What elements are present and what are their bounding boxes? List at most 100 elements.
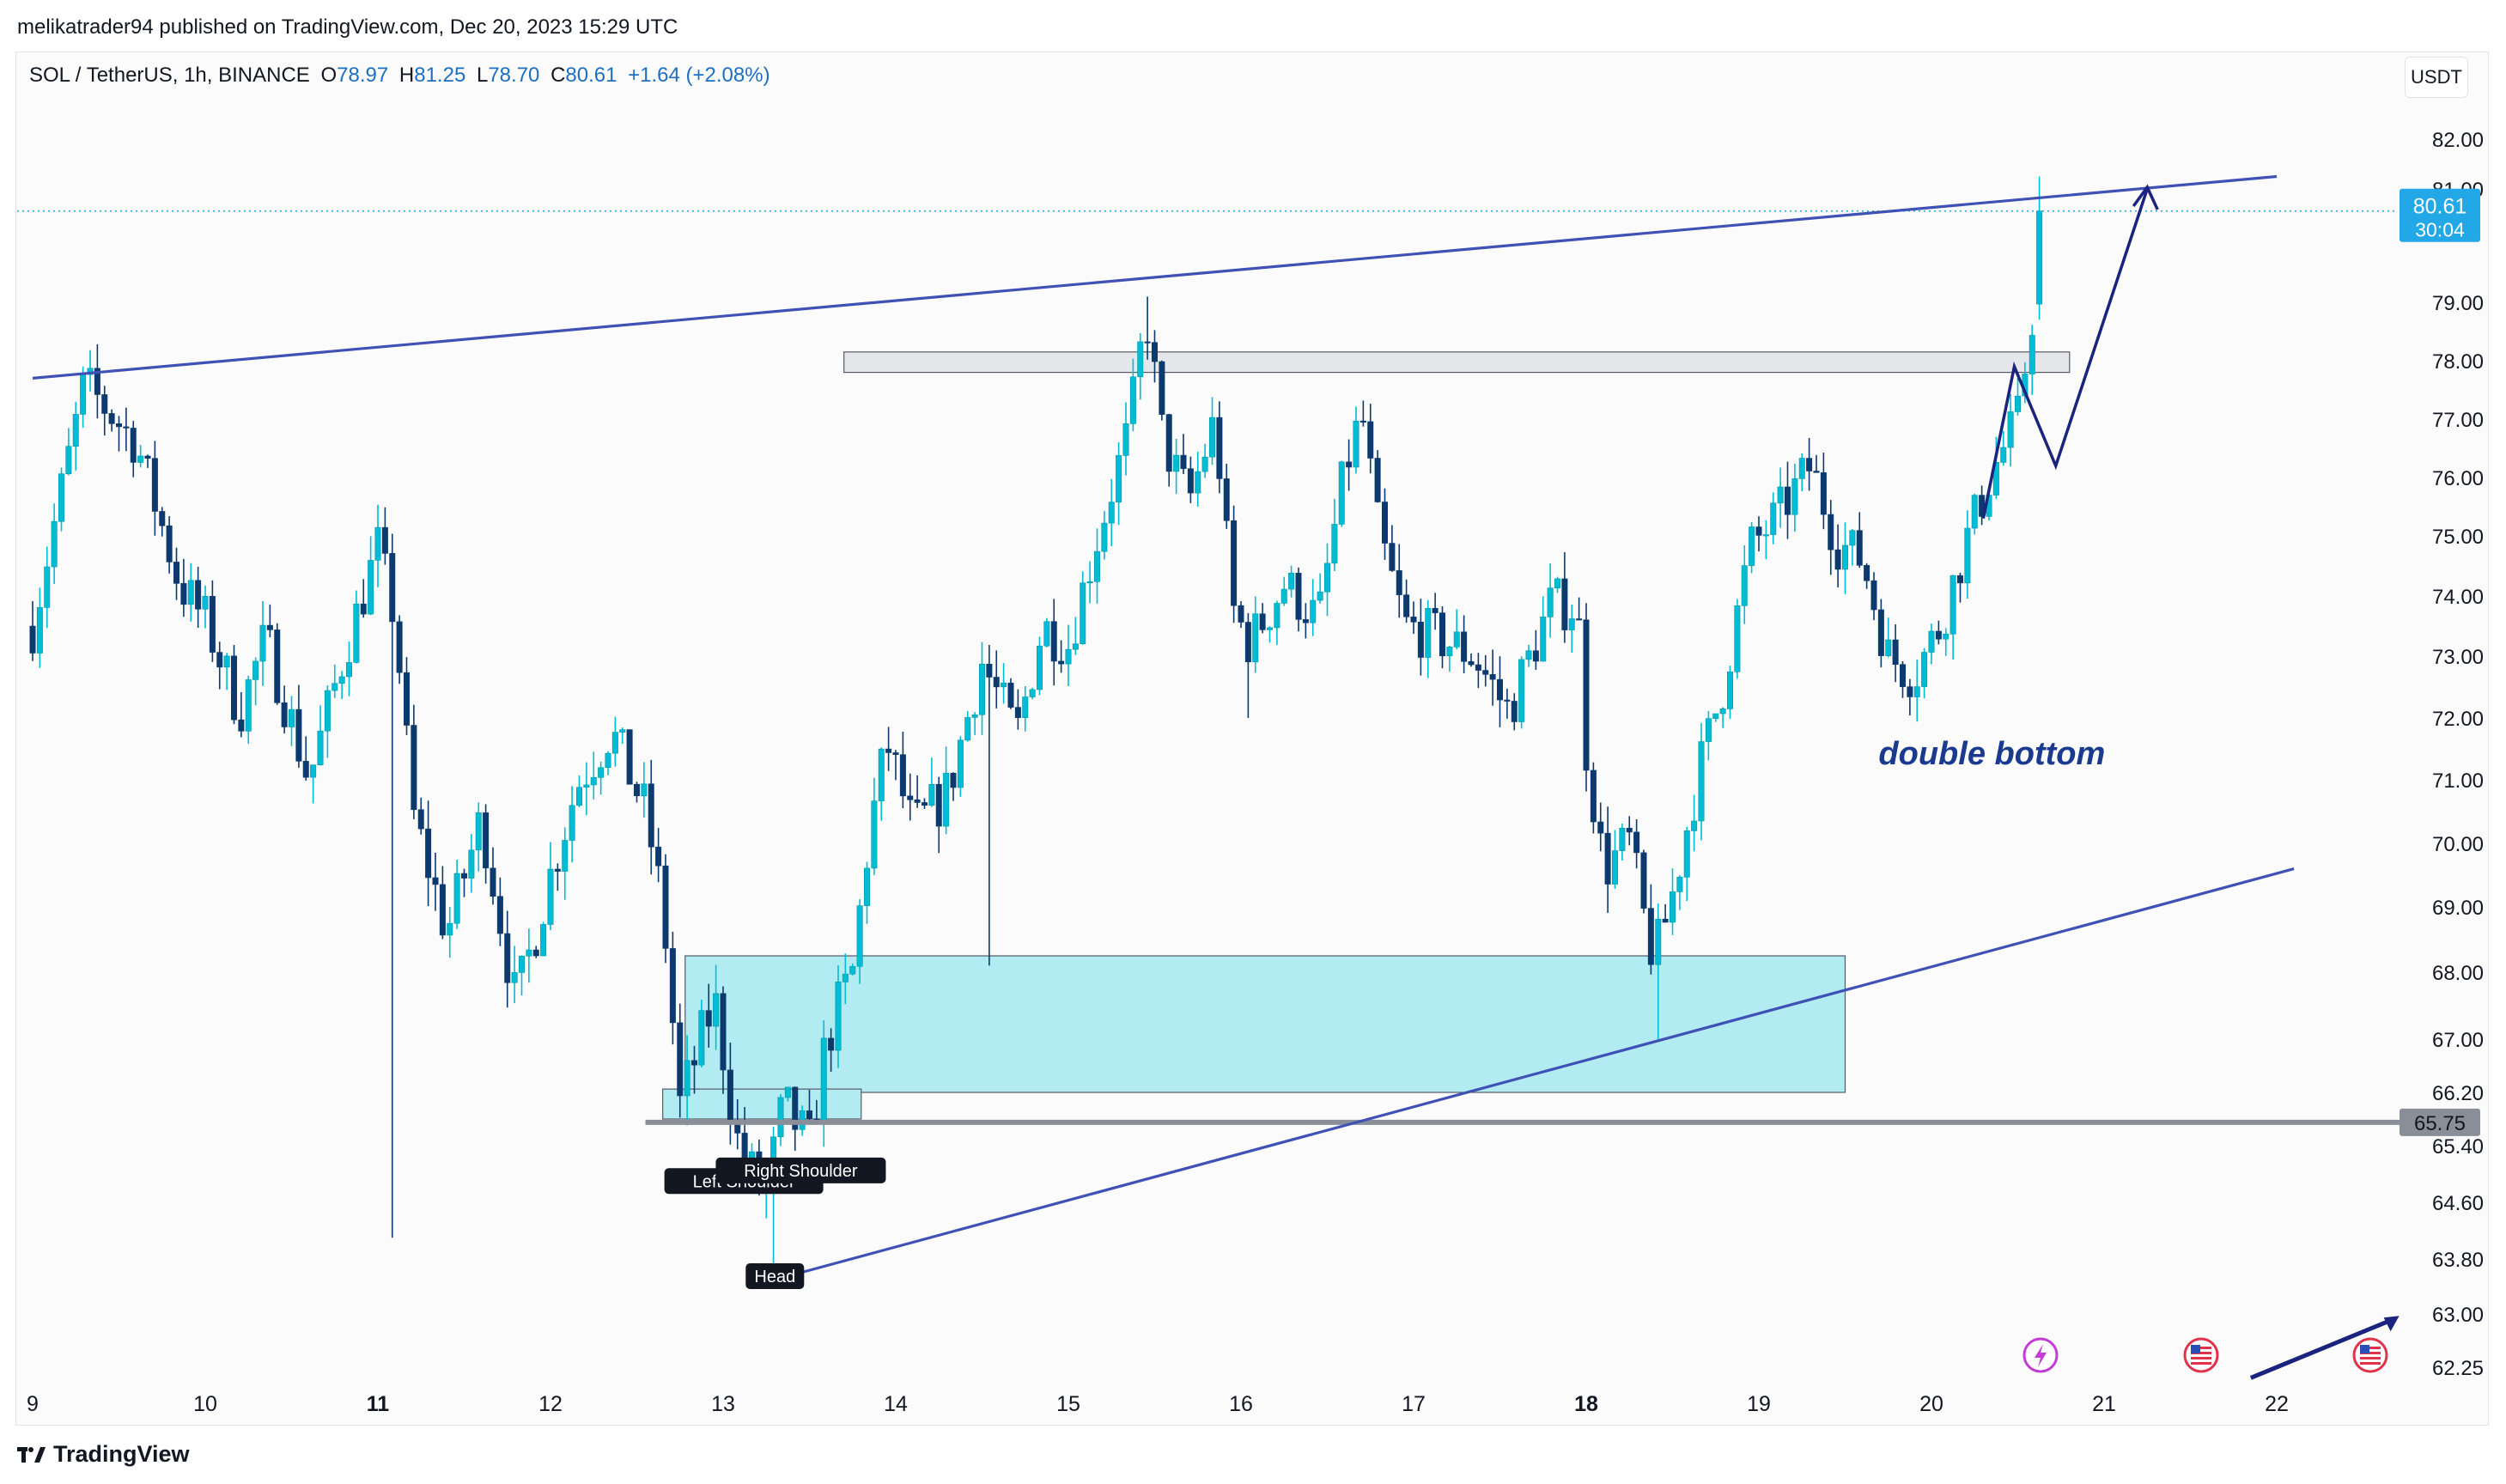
candle-down (1144, 341, 1151, 344)
candle-down (1834, 549, 1841, 570)
right-shoulder-label-bg[interactable] (715, 1157, 886, 1183)
candle-down (986, 663, 993, 678)
candle-up (619, 729, 626, 733)
candle-up (331, 683, 338, 691)
candle-up (288, 709, 295, 727)
candle-up (1080, 582, 1086, 644)
candle-up (1921, 652, 1928, 687)
lower-trendline[interactable] (774, 867, 2295, 1281)
trendline-corner[interactable] (2249, 1318, 2390, 1380)
candle-down (914, 799, 921, 803)
candle-up (345, 662, 352, 678)
candle-down (1647, 908, 1654, 965)
projection-arrow[interactable] (1981, 188, 2149, 519)
candle-up (245, 679, 252, 732)
us-flag-event-icon[interactable] (2352, 1337, 2388, 1373)
candle-down (490, 867, 496, 897)
time-tick-label: 12 (538, 1392, 563, 1416)
flag-stripe (2360, 1362, 2381, 1365)
flag-canton (2360, 1345, 2369, 1353)
candle-down (130, 428, 137, 463)
low-value: 78.70 (488, 64, 540, 87)
candle-down (1497, 678, 1504, 701)
lightning-event-icon[interactable] (2022, 1337, 2059, 1373)
candle-up (849, 966, 856, 975)
candle-up (202, 596, 209, 610)
candle-up (310, 764, 317, 778)
candle-up (1037, 645, 1043, 690)
candle-down (116, 423, 123, 428)
candle-up (1749, 526, 1755, 566)
double-bottom-label[interactable]: double bottom (1878, 736, 2105, 772)
candle-up (1547, 587, 1554, 617)
candle-down (29, 625, 36, 654)
price-tick-label: 68.00 (2432, 962, 2484, 985)
price-tick-label: 65.40 (2432, 1135, 2484, 1159)
right-shoulder-label[interactable]: Right Shoulder (744, 1162, 858, 1181)
candle-down (1058, 660, 1065, 665)
candle-up (1094, 550, 1101, 582)
time-tick-label: 15 (1056, 1392, 1080, 1416)
candle-down (1532, 650, 1539, 662)
candle-up (1267, 627, 1274, 630)
flag-canton (2191, 1345, 2200, 1353)
candle-up (1209, 417, 1216, 458)
candle-down (532, 949, 539, 957)
candle-up (1065, 648, 1072, 665)
time-tick-label: 19 (1747, 1392, 1771, 1416)
tradingview-logo[interactable]: TradingView (17, 1441, 190, 1468)
candle-up (547, 868, 554, 925)
demand-zone[interactable] (684, 955, 1846, 1093)
upper-trendline[interactable] (32, 174, 2278, 380)
candle-down (1892, 639, 1899, 666)
candle-down (180, 583, 187, 605)
candle-up (1201, 456, 1208, 472)
candle-up (598, 767, 605, 778)
price-tick-label: 64.60 (2432, 1192, 2484, 1215)
candle-up (698, 1010, 705, 1066)
candle-down (1806, 458, 1813, 471)
support-price-tag[interactable] (2400, 1108, 2480, 1136)
time-tick-label: 14 (884, 1392, 908, 1416)
candle-down (1475, 664, 1481, 671)
time-tick-label: 9 (27, 1392, 39, 1416)
resistance-zone[interactable] (843, 351, 2071, 374)
candle-down (828, 1037, 835, 1051)
small-box[interactable] (662, 1088, 862, 1120)
candle-up (856, 905, 863, 967)
candle-up (562, 840, 569, 872)
candle-up (1137, 341, 1144, 378)
chart-frame[interactable] (15, 52, 2489, 1426)
head-label-bg[interactable] (745, 1263, 805, 1289)
candle-up (1670, 891, 1676, 923)
candle-down (1935, 630, 1942, 640)
candle-down (806, 1110, 812, 1120)
candle-up (1116, 455, 1122, 502)
candle-up (518, 955, 525, 973)
candle-down (1238, 605, 1244, 623)
candle-up (1943, 633, 1949, 640)
candle-up (475, 812, 482, 851)
candle-down (302, 761, 309, 778)
head-label[interactable]: Head (754, 1268, 795, 1286)
symbol-label[interactable]: SOL / TetherUS, 1h, BINANCE (29, 64, 310, 87)
candle-down (1389, 543, 1396, 571)
candle-down (1346, 461, 1353, 468)
candle-up (72, 414, 79, 447)
candle-up (468, 849, 475, 879)
candle-down (1432, 608, 1439, 613)
candle-down (281, 702, 288, 727)
candle-up (324, 690, 331, 732)
candle-up (1964, 527, 1971, 584)
us-flag-event-icon[interactable] (2183, 1337, 2219, 1373)
candle-up (1655, 918, 1662, 965)
candle-down (1159, 361, 1165, 415)
candle-up (58, 473, 65, 522)
candle-up (1317, 591, 1323, 601)
candle-up (368, 560, 374, 615)
candle-up (1101, 522, 1108, 552)
current-price-tag[interactable] (2400, 188, 2480, 242)
candle-down (274, 629, 281, 703)
currency-button[interactable]: USDT (2405, 57, 2468, 98)
